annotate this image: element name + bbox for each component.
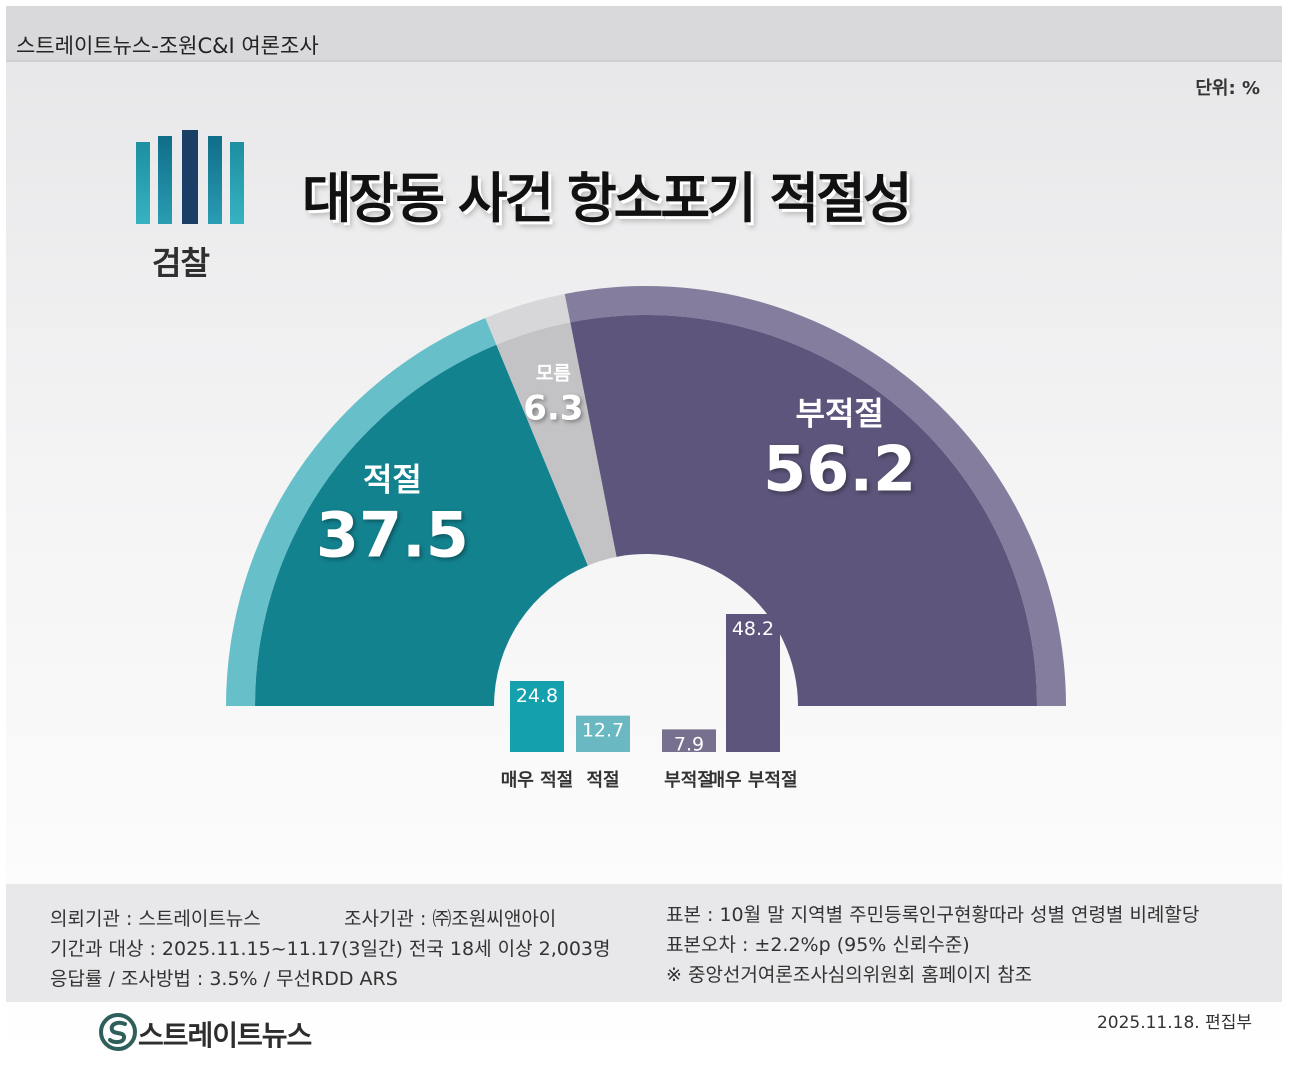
unit-label: 단위: % [1195, 78, 1260, 99]
slice-label-1: 모름 [536, 363, 571, 385]
source-title: 스트레이트뉴스-조원C&I 여론조사 [16, 34, 319, 58]
logo-label: 검찰 [152, 244, 210, 282]
slice-rim-0 [226, 317, 497, 706]
edit-date: 2025.11.18. 편집부 [1096, 1013, 1252, 1033]
bar-category-0: 매우 적절 [501, 770, 574, 791]
agency-info: 조사기관 : ㈜조원씨앤아이 [344, 908, 557, 930]
slice-rim-1 [485, 293, 571, 345]
chart-title: 대장동 사건 항소포기 적절성 [302, 167, 913, 230]
slice-0 [255, 344, 588, 706]
bar-value-0: 24.8 [516, 685, 558, 707]
bar-value-1: 12.7 [582, 720, 624, 742]
bar-category-2: 부적절 [664, 770, 714, 791]
source-bar: 스트레이트뉴스-조원C&I 여론조사 [6, 6, 1282, 62]
sample-info: 표본 : 10월 말 지역별 주민등록인구현황따라 성별 연령별 비례할당 [666, 904, 1200, 926]
note-info: ※ 중앙선거여론조사심의위원회 홈페이지 참조 [666, 964, 1033, 986]
bar-1 [576, 715, 630, 752]
slice-2 [570, 315, 1037, 706]
bar-value-2: 7.9 [674, 733, 704, 755]
bar-category-1: 적절 [586, 770, 619, 791]
bar-2 [662, 729, 716, 752]
brand-name: 스트레이트뉴스 [138, 1019, 312, 1052]
slice-value-2: 56.2 [763, 432, 916, 505]
client-info: 의뢰기관 : 스트레이트뉴스 [50, 908, 261, 930]
method-info: 응답률 / 조사방법 : 3.5% / 무선RDD ARS [50, 968, 398, 990]
survey-info-panel: 의뢰기관 : 스트레이트뉴스 조사기관 : ㈜조원씨앤아이 기간과 대상 : 2… [6, 884, 1282, 1002]
straight-news-logo-icon [99, 1013, 137, 1051]
slice-label-2: 부적절 [796, 394, 884, 432]
bar-0 [510, 680, 564, 752]
infographic-card: 스트레이트뉴스-조원C&I 여론조사 단위: % 검찰 대장동 사건 항소포기 … [6, 6, 1282, 1062]
prosecution-logo-icon [136, 130, 244, 224]
period-info: 기간과 대상 : 2025.11.15~11.17(3일간) 전국 18세 이상… [50, 938, 611, 960]
slice-value-0: 37.5 [316, 499, 469, 572]
bar-category-3: 매우 부적절 [708, 770, 797, 791]
slice-1 [496, 322, 617, 566]
bar-3 [726, 614, 780, 752]
slice-label-0: 적절 [363, 461, 422, 499]
error-info: 표본오차 : ±2.2%p (95% 신뢰수준) [666, 934, 970, 956]
slice-value-1: 6.3 [523, 389, 583, 429]
bar-value-3: 48.2 [732, 618, 774, 640]
